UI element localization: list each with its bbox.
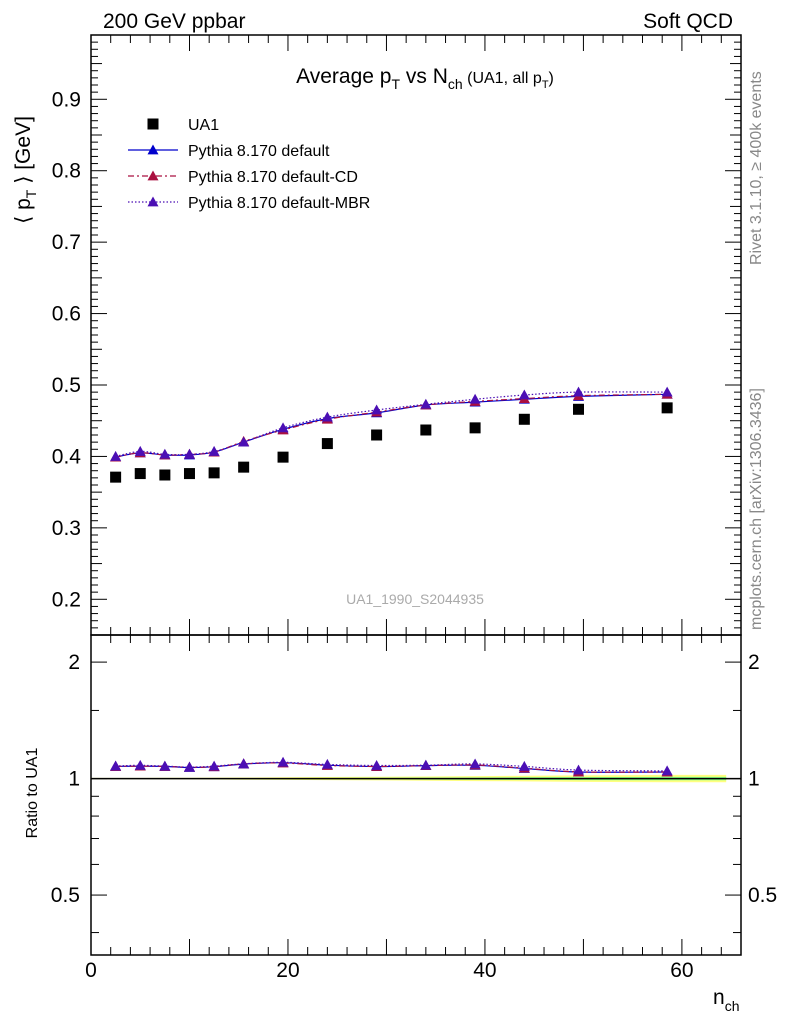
header-left: 200 GeV ppbar xyxy=(103,10,245,33)
ratio-point-pythia-8-170-default-mbr-3 xyxy=(183,761,195,772)
point-ua1-8 xyxy=(371,429,383,441)
analysis-watermark: UA1_1990_S2044935 xyxy=(346,591,484,607)
legend-label-pythia-8-170-default: Pythia 8.170 default xyxy=(188,143,330,160)
point-ua1-7 xyxy=(321,438,333,450)
point-pythia-8-170-default-mbr-5 xyxy=(238,436,250,447)
point-pythia-8-170-default-mbr-11 xyxy=(518,389,530,400)
point-ua1-5 xyxy=(238,461,250,473)
ratio-point-pythia-8-170-default-mbr-4 xyxy=(208,760,220,771)
y-tick-label-5: 0.7 xyxy=(52,231,81,254)
header-right: Soft QCD xyxy=(643,10,733,33)
x-axis-label: nch xyxy=(713,986,739,1014)
side-text-top: Rivet 3.1.10, ≥ 400k events xyxy=(748,71,765,265)
point-pythia-8-170-default-mbr-8 xyxy=(371,404,383,415)
x-tick-label-20: 20 xyxy=(276,959,299,982)
y-tick-label-7: 0.9 xyxy=(52,88,81,111)
ratio-point-pythia-8-170-default-mbr-9 xyxy=(420,759,432,770)
ratio-plot-frame xyxy=(90,634,742,956)
ratio-point-pythia-8-170-default-mbr-10 xyxy=(469,758,481,769)
ratio-point-pythia-8-170-default-mbr-1 xyxy=(134,759,146,770)
legend-label-ua1: UA1 xyxy=(188,117,219,134)
point-ua1-9 xyxy=(420,424,432,436)
point-ua1-12 xyxy=(573,403,584,415)
point-ua1-11 xyxy=(518,413,530,425)
y-tick-label-1: 0.3 xyxy=(52,517,81,540)
legend-marker-pythia-8-170-default-mbr xyxy=(147,196,159,207)
line-pythia-8-170-default-mbr xyxy=(115,391,668,458)
legend-label-pythia-8-170-default-mbr: Pythia 8.170 default-MBR xyxy=(188,195,370,212)
point-ua1-4 xyxy=(208,467,220,479)
legend-marker-ua1 xyxy=(147,118,159,130)
point-pythia-8-170-default-mbr-9 xyxy=(420,398,432,409)
point-ua1-13 xyxy=(661,402,673,414)
y-tick-label-2: 0.4 xyxy=(52,445,82,468)
legend-marker-pythia-8-170-default xyxy=(147,144,159,155)
ratio-point-pythia-8-170-default-mbr-2 xyxy=(159,760,171,771)
ratio-point-pythia-8-170-default-mbr-11 xyxy=(518,760,530,771)
point-pythia-8-170-default-mbr-6 xyxy=(277,422,289,433)
ratio-tick-label-right-2: 2 xyxy=(748,651,760,674)
ratio-point-pythia-8-170-default-mbr-7 xyxy=(321,758,333,769)
ratio-tick-label-right-0: 0.5 xyxy=(748,884,777,907)
ratio-point-pythia-8-170-default-mbr-8 xyxy=(371,759,383,770)
point-pythia-8-170-default-mbr-7 xyxy=(321,411,333,422)
point-pythia-8-170-default-mbr-2 xyxy=(159,448,171,459)
line-pythia-8-170-default-cd xyxy=(115,393,668,458)
x-tick-label-60: 60 xyxy=(670,959,693,982)
ratio-point-pythia-8-170-default-mbr-13 xyxy=(661,765,673,776)
point-ua1-10 xyxy=(469,422,481,434)
ratio-point-pythia-8-170-default-mbr-0 xyxy=(110,760,122,771)
y-tick-label-6: 0.8 xyxy=(52,160,81,183)
x-tick-label-0: 0 xyxy=(85,959,97,982)
y-tick-label-3: 0.5 xyxy=(52,374,81,397)
ratio-tick-label-left-1: 1 xyxy=(68,768,80,791)
ratio-point-pythia-8-170-default-mbr-12 xyxy=(573,764,584,775)
point-ua1-3 xyxy=(183,468,195,480)
ratio-tick-label-right-1: 1 xyxy=(748,768,760,791)
point-ua1-1 xyxy=(134,468,146,480)
legend-label-pythia-8-170-default-cd: Pythia 8.170 default-CD xyxy=(188,169,358,186)
legend-marker-pythia-8-170-default-cd xyxy=(147,170,159,181)
y-tick-label-4: 0.6 xyxy=(52,303,81,326)
ratio-y-axis-label: Ratio to UA1 xyxy=(24,748,41,839)
y-axis-label: ⟨ pT ⟩ [GeV] xyxy=(12,116,39,224)
point-pythia-8-170-default-mbr-12 xyxy=(573,386,584,397)
point-pythia-8-170-default-mbr-10 xyxy=(469,393,481,404)
y-tick-label-0: 0.2 xyxy=(52,588,81,611)
point-pythia-8-170-default-mbr-4 xyxy=(208,445,220,456)
point-ua1-2 xyxy=(159,469,171,481)
chart-title: Average pT vs Nch (UA1, all pT) xyxy=(296,65,554,92)
ratio-point-pythia-8-170-default-mbr-6 xyxy=(277,756,289,767)
point-pythia-8-170-default-mbr-0 xyxy=(110,450,122,461)
point-ua1-0 xyxy=(110,471,122,483)
point-pythia-8-170-default-mbr-3 xyxy=(183,448,195,459)
ratio-tick-label-left-2: 2 xyxy=(68,651,80,674)
side-text-bottom: mcplots.cern.ch [arXiv:1306.3436] xyxy=(748,388,765,630)
x-tick-label-40: 40 xyxy=(473,959,496,982)
ratio-tick-label-left-0: 0.5 xyxy=(51,884,80,907)
ratio-point-pythia-8-170-default-mbr-5 xyxy=(238,758,250,769)
line-pythia-8-170-default xyxy=(115,393,668,458)
point-pythia-8-170-default-mbr-13 xyxy=(661,386,673,397)
point-pythia-8-170-default-mbr-1 xyxy=(134,445,146,456)
point-ua1-6 xyxy=(277,451,289,463)
